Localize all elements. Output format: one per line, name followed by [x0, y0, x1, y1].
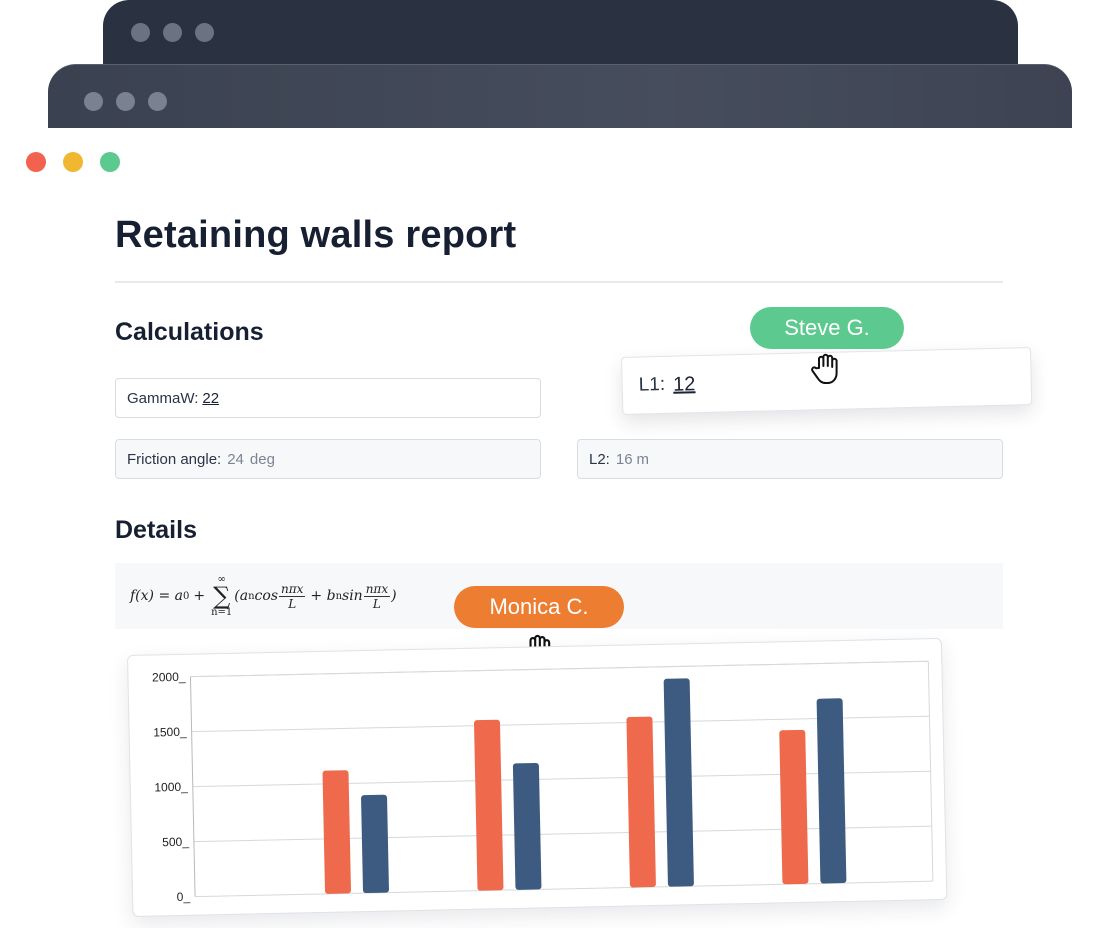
- window-dot-icon: [131, 23, 150, 42]
- bar: [626, 716, 656, 888]
- page-title: Retaining walls report: [115, 214, 517, 256]
- collaborator-badge-steve: Steve G.: [750, 307, 904, 349]
- bar: [322, 770, 351, 894]
- window-dot-icon: [148, 92, 167, 111]
- window-dot-icon: [116, 92, 135, 111]
- window-dot-icon: [84, 92, 103, 111]
- grid-line: [195, 880, 933, 898]
- sum-symbol: ∞ ∑ n=1: [211, 574, 233, 618]
- grid-line: [193, 825, 932, 843]
- bar: [512, 762, 542, 890]
- collaborator-name: Steve G.: [784, 315, 870, 340]
- y-tick-label: 0_: [177, 890, 191, 904]
- friction-angle-field[interactable]: Friction angle: 24 deg: [115, 439, 541, 479]
- grid-line: [190, 660, 929, 678]
- gammaw-label: GammaW:: [127, 389, 199, 407]
- friction-angle-value[interactable]: 24: [227, 450, 244, 468]
- friction-angle-unit: deg: [249, 450, 275, 468]
- close-window-icon[interactable]: [26, 152, 46, 172]
- minimize-window-icon[interactable]: [63, 152, 83, 172]
- y-tick-label: 500_: [162, 835, 189, 850]
- l2-unit: m: [636, 450, 650, 468]
- y-tick-label: 1500_: [153, 725, 187, 740]
- calculations-heading: Calculations: [115, 318, 264, 346]
- y-tick-label: 1000_: [154, 780, 188, 795]
- hand-cursor-icon: [811, 353, 838, 384]
- grid-line: [192, 770, 931, 788]
- grid-line: [191, 715, 930, 733]
- window-dot-icon: [195, 23, 214, 42]
- l1-label: L1:: [638, 373, 666, 396]
- details-heading: Details: [115, 516, 197, 544]
- collaborator-name: Monica C.: [489, 594, 589, 619]
- background-window-1: [48, 64, 1072, 129]
- bar-chart: 0_ 500_ 1000_ 1500_ 2000_: [152, 660, 934, 904]
- gammaw-value[interactable]: 22: [202, 389, 220, 407]
- l1-value[interactable]: 12: [672, 372, 696, 396]
- bar-chart-card: 0_ 500_ 1000_ 1500_ 2000_: [127, 637, 948, 917]
- maximize-window-icon[interactable]: [100, 152, 120, 172]
- window-dot-icon: [163, 23, 182, 42]
- title-divider: [115, 281, 1003, 283]
- bar: [474, 719, 504, 891]
- bar: [663, 678, 694, 887]
- y-axis: [189, 676, 196, 897]
- gammaw-field[interactable]: GammaW: 22: [115, 378, 541, 418]
- friction-angle-label: Friction angle:: [127, 450, 222, 468]
- bar: [361, 794, 389, 894]
- collaborator-badge-monica: Monica C.: [454, 586, 624, 628]
- bar: [779, 729, 809, 885]
- bar: [816, 698, 847, 884]
- report-window: Retaining walls report Calculations Gamm…: [0, 128, 1120, 928]
- l2-label: L2:: [589, 450, 610, 468]
- y-tick-label: 2000_: [152, 670, 186, 685]
- l2-value[interactable]: 16: [615, 450, 633, 468]
- l2-field[interactable]: L2: 16 m: [577, 439, 1003, 479]
